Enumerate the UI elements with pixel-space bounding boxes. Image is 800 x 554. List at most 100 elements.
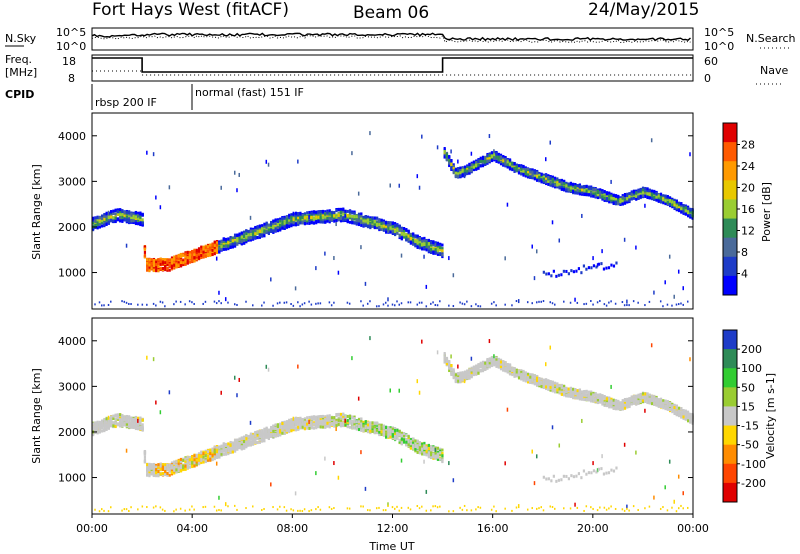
power-cell xyxy=(448,164,451,168)
velocity-cell xyxy=(166,463,169,467)
power-cell xyxy=(351,211,354,215)
velocity-cell xyxy=(215,509,218,512)
power-cell xyxy=(560,178,563,182)
velocity-cell xyxy=(155,463,158,467)
power-cell xyxy=(668,254,671,259)
power-cell xyxy=(279,228,282,232)
velocity-cell xyxy=(215,452,219,456)
power-cell xyxy=(594,188,597,192)
velocity-cell xyxy=(92,426,95,430)
power-cell xyxy=(558,186,561,190)
power-cell xyxy=(134,220,138,224)
power-cell xyxy=(632,193,636,197)
power-cell xyxy=(479,305,482,308)
power-cell xyxy=(357,223,361,227)
power-cell xyxy=(412,238,415,242)
power-cell xyxy=(542,300,545,303)
power-cell xyxy=(173,266,176,270)
power-cell xyxy=(215,256,218,261)
power-cell xyxy=(157,260,160,264)
power-cell xyxy=(581,213,583,218)
power-cell xyxy=(101,219,104,223)
power-cell xyxy=(671,197,674,201)
velocity-cell xyxy=(175,466,178,470)
power-cell xyxy=(459,174,462,178)
power-cell xyxy=(294,213,298,217)
power-cell xyxy=(664,280,666,285)
power-cell xyxy=(599,299,601,302)
power-cell xyxy=(146,261,149,265)
power-cell xyxy=(333,217,336,221)
velocity-cell xyxy=(211,447,214,451)
power-cell xyxy=(610,196,613,200)
power-cell xyxy=(418,301,421,304)
power-cell xyxy=(380,225,383,229)
power-cell xyxy=(252,233,255,237)
power-cell xyxy=(215,250,219,254)
power-cell xyxy=(531,302,533,305)
power-cell xyxy=(614,202,618,206)
power-cell xyxy=(430,248,433,252)
power-cell xyxy=(666,194,669,198)
velocity-cell xyxy=(159,410,162,415)
power-cell xyxy=(263,227,266,231)
velocity-cell xyxy=(197,460,201,464)
velocity-cell xyxy=(213,453,216,457)
velocity-cell xyxy=(107,510,110,513)
velocity-cell xyxy=(175,470,178,474)
power-cell xyxy=(577,267,581,271)
power-cell xyxy=(215,302,218,305)
velocity-cell xyxy=(148,466,151,470)
power-cell xyxy=(684,209,687,213)
power-cell xyxy=(407,238,410,242)
power-cell xyxy=(315,212,318,216)
velocity-cell xyxy=(152,506,155,509)
power-cell xyxy=(475,163,478,167)
power-cell xyxy=(357,213,361,217)
power-cell xyxy=(551,183,554,187)
power-cell xyxy=(490,159,494,163)
power-cell xyxy=(94,223,97,227)
power-cell xyxy=(348,220,352,224)
power-cell xyxy=(384,230,388,234)
power-cell xyxy=(297,219,300,223)
power-cell xyxy=(463,174,466,179)
power-cell xyxy=(215,243,219,247)
power-cell xyxy=(110,218,113,222)
power-cell xyxy=(434,243,437,248)
velocity-cell xyxy=(170,464,174,468)
power-cell xyxy=(315,302,317,305)
velocity-cell xyxy=(211,453,214,457)
power-cell xyxy=(610,300,612,303)
power-cell xyxy=(161,301,164,304)
power-cell xyxy=(301,215,304,219)
power-cell xyxy=(581,190,584,194)
power-cell xyxy=(439,246,442,250)
power-cell xyxy=(542,270,545,274)
power-cell xyxy=(159,262,162,266)
power-cell xyxy=(427,246,431,250)
power-cell xyxy=(285,224,289,228)
power-cell xyxy=(592,264,596,268)
power-cell xyxy=(272,224,275,228)
power-cell xyxy=(227,241,230,245)
power-cell xyxy=(400,236,403,240)
power-cell xyxy=(103,217,106,221)
power-cell xyxy=(119,219,122,223)
power-cell xyxy=(384,301,387,304)
power-cell xyxy=(380,221,383,225)
nave-label: Nave xyxy=(760,64,788,77)
power-cell xyxy=(321,216,325,220)
velocity-cell xyxy=(164,463,167,467)
power-cell xyxy=(123,213,126,217)
power-cell xyxy=(529,175,532,179)
velocity-cell xyxy=(166,468,169,472)
power-cell xyxy=(664,194,667,198)
power-cell xyxy=(224,297,227,302)
power-cell xyxy=(148,261,151,265)
power-cell xyxy=(580,271,583,275)
power-cell xyxy=(569,185,572,189)
velocity-cell xyxy=(184,464,187,468)
power-cell xyxy=(245,240,248,244)
power-cell xyxy=(614,200,618,204)
